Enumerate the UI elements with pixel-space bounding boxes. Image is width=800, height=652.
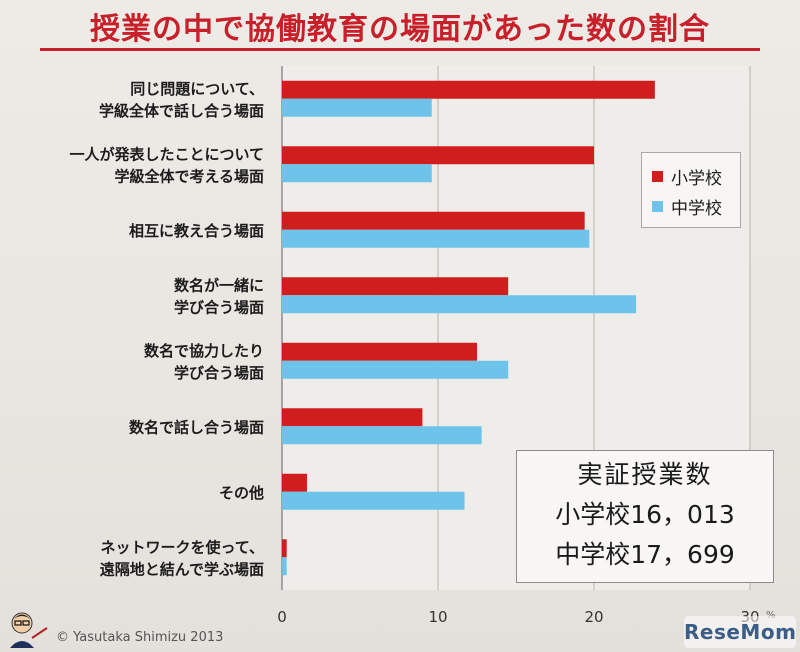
copyright-text: © Yasutaka Shimizu 2013 [56, 630, 224, 645]
category-label: 同じ問題について、 [130, 80, 264, 98]
bar-junior-high [282, 426, 482, 445]
bar-junior-high [282, 229, 590, 248]
legend: 小学校 中学校 [641, 152, 741, 228]
bar-junior-high [282, 98, 432, 117]
x-tick-label: 0 [277, 608, 287, 626]
category-label: 学級全体で話し合う場面 [99, 102, 264, 120]
category-label: 一人が発表したことについて [69, 145, 264, 163]
legend-label-elementary: 小学校 [671, 168, 722, 189]
elementary-lesson-count: 小学校16，013 [555, 500, 735, 529]
bar-elementary [282, 408, 423, 427]
category-label: 学び合う場面 [174, 364, 264, 382]
bar-elementary [282, 277, 509, 296]
category-label: 遠隔地と結んで学ぶ場面 [100, 560, 264, 578]
legend-label-junior-high: 中学校 [671, 198, 722, 219]
bar-elementary [282, 80, 655, 99]
x-tick-label: 20 [584, 608, 603, 626]
legend-item-junior-high: 中学校 [652, 191, 740, 221]
category-label: 数名で協力したり [144, 342, 264, 360]
legend-swatch-elementary [652, 170, 663, 182]
resemom-watermark: ReseMom [684, 616, 796, 648]
axis-unit-label: % [766, 610, 776, 621]
bar-elementary [282, 211, 585, 230]
category-label: 数名が一緒に [174, 276, 264, 294]
junior-high-lesson-count: 中学校17，699 [555, 540, 735, 569]
bar-elementary [282, 539, 287, 558]
bar-junior-high [282, 491, 465, 510]
x-tick-label: 10 [428, 608, 447, 626]
category-label: 学び合う場面 [174, 298, 264, 316]
legend-swatch-junior-high [652, 200, 663, 212]
category-label: その他 [219, 484, 264, 502]
legend-item-elementary: 小学校 [652, 161, 740, 191]
bar-elementary [282, 473, 307, 492]
category-label: ネットワークを使って、 [100, 538, 264, 556]
category-label: 学級全体で考える場面 [114, 167, 264, 185]
lesson-count-heading: 実証授業数 [577, 460, 713, 489]
bar-junior-high [282, 164, 432, 183]
category-label: 数名で話し合う場面 [129, 418, 264, 436]
lesson-count-box: 実証授業数 小学校16，013 中学校17，699 [516, 450, 774, 583]
title-underline [40, 48, 760, 51]
bar-junior-high [282, 295, 637, 314]
bar-elementary [282, 342, 477, 361]
category-label: 相互に教え合う場面 [129, 222, 264, 240]
bar-junior-high [282, 557, 287, 576]
chart-title: 授業の中で協働教育の場面があった数の割合 [90, 12, 710, 47]
presenter-avatar-icon [10, 612, 48, 648]
bar-junior-high [282, 360, 509, 379]
bar-elementary [282, 146, 594, 165]
